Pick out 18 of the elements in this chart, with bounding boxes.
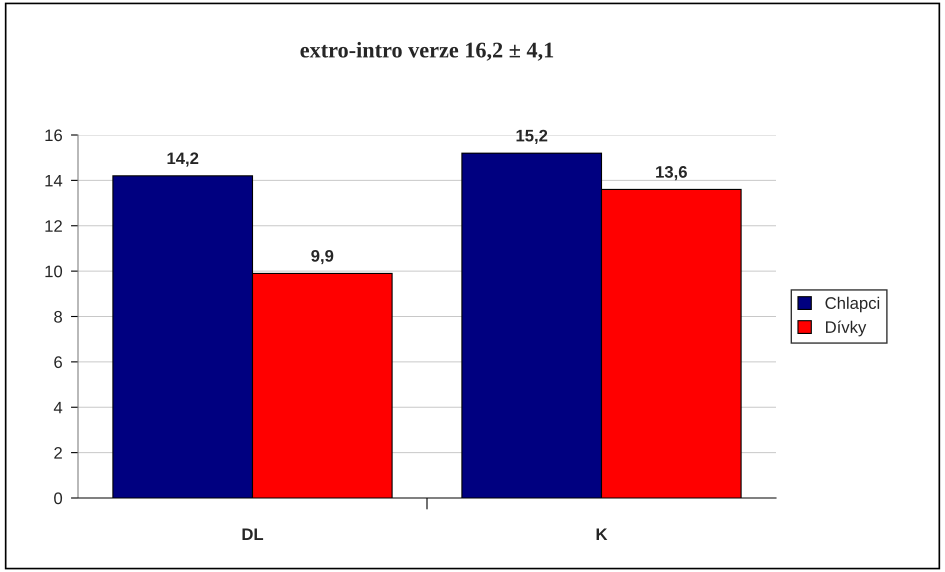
legend-label: Chlapci [825,296,880,312]
y-tick-label: 16 [45,129,62,142]
data-label: 13,6 [656,166,687,180]
y-tick-label: 10 [45,266,62,278]
y-tick-label: 0 [54,492,62,504]
y-tick-label: 6 [54,356,62,368]
y-tick-label: 4 [54,402,62,414]
y-tick-label: 14 [45,174,62,186]
y-tick-label: 12 [45,220,62,232]
data-label: 9,9 [311,250,334,264]
data-label: 14,2 [168,152,198,167]
chart-title: extro-intro verze 16,2 ± 4,1 [300,42,554,61]
data-label: 15,2 [516,130,548,144]
y-tick-label: 8 [54,310,62,323]
y-tick-label: 2 [54,447,62,459]
legend-label: Dívky [826,320,866,336]
x-tick-label: DL [242,528,264,540]
x-tick-label: K [596,528,608,540]
